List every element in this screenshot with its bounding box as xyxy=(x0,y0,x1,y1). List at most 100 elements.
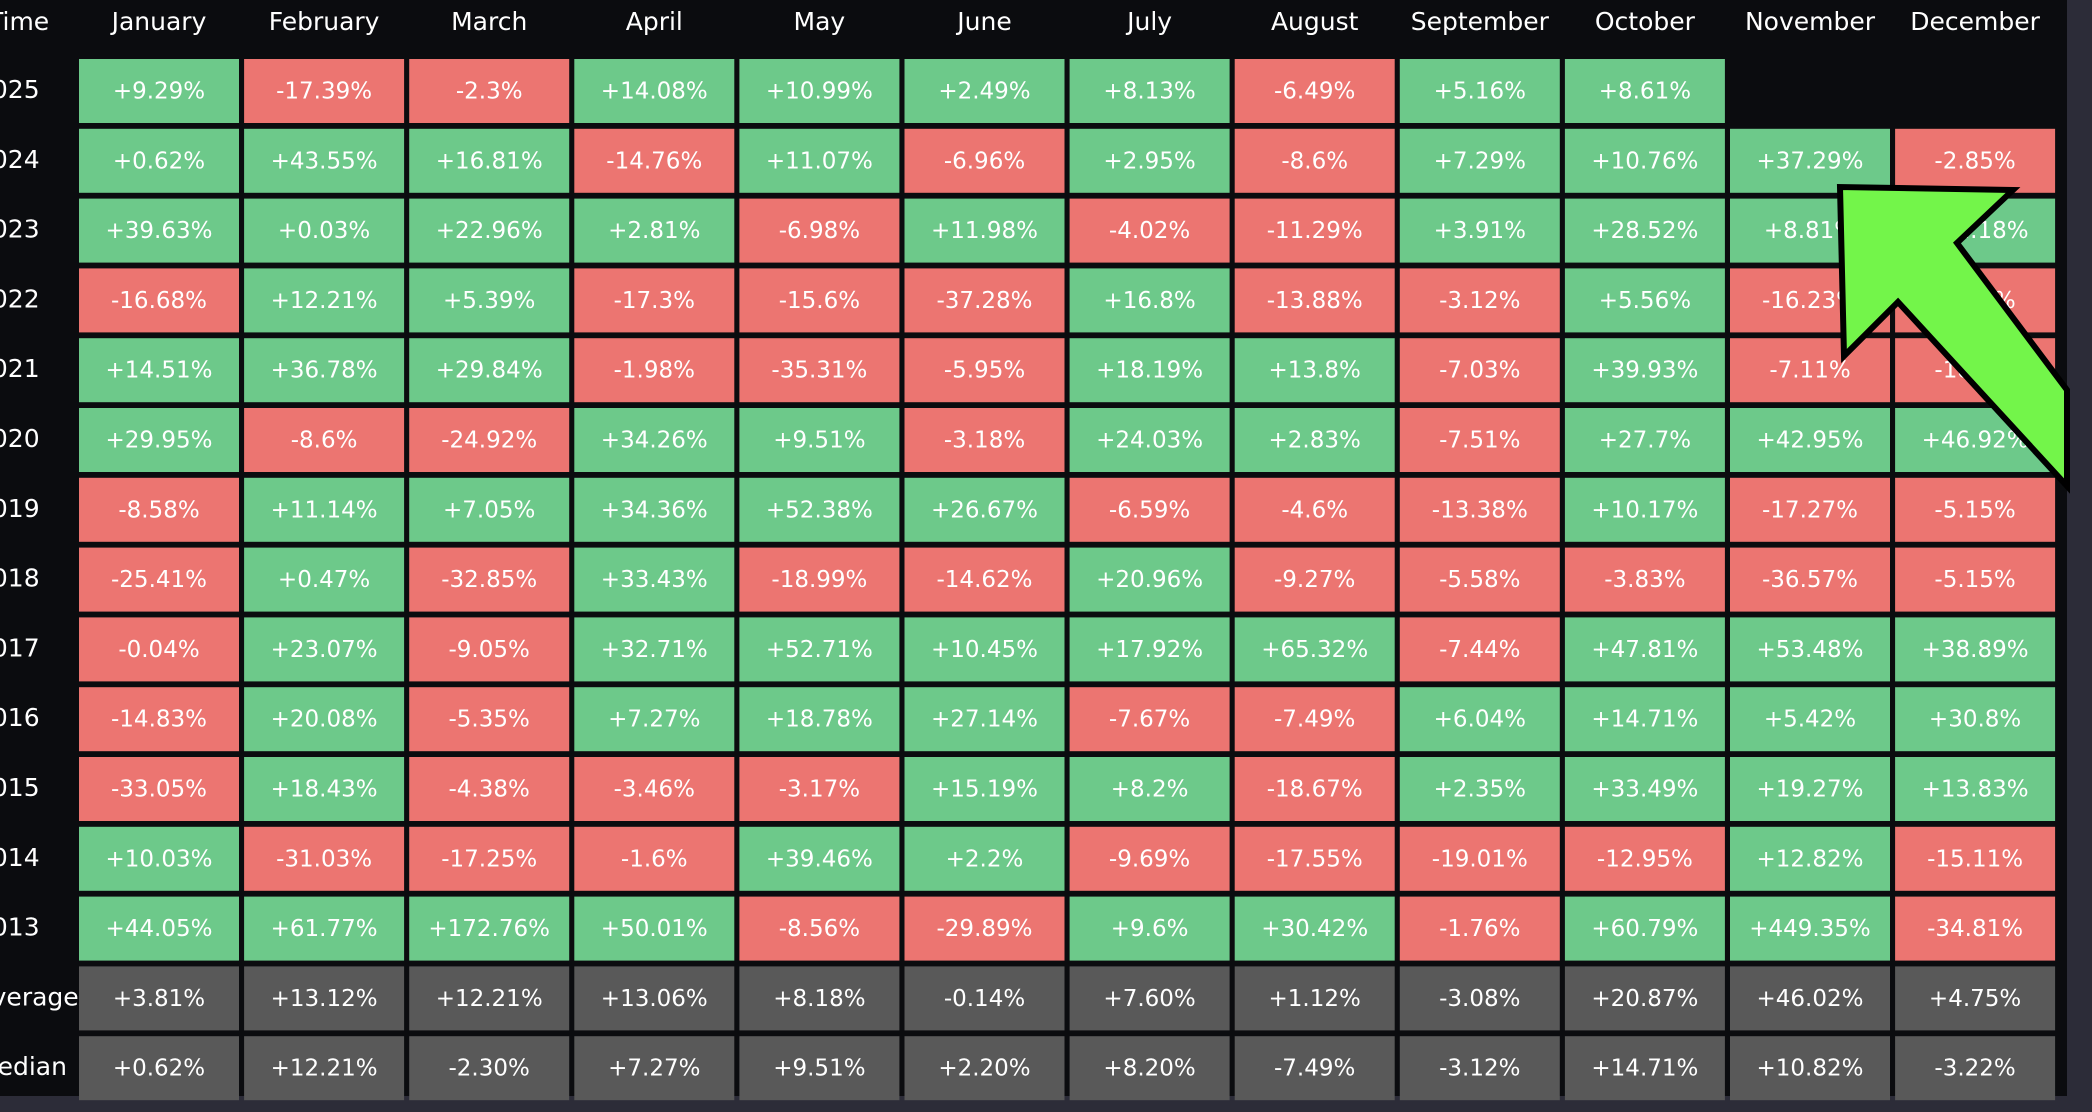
cell-value: +47.81% xyxy=(1591,637,1698,663)
cell-value: -14.62% xyxy=(937,567,1033,593)
heatmap-cell-2025-may: +10.99% xyxy=(739,59,900,123)
cell-value: -32.85% xyxy=(441,567,537,593)
cell-fill xyxy=(1564,966,1725,1031)
heatmap-cell-2021-april: -1.98% xyxy=(574,338,735,403)
cell-fill xyxy=(1895,477,2056,542)
cell-fill xyxy=(1399,198,1560,263)
heatmap-cell-2015-december: +13.83% xyxy=(1895,757,2056,821)
cell-value: -19.01% xyxy=(1432,846,1528,872)
column-header-january: January xyxy=(110,7,207,36)
cell-fill xyxy=(244,896,405,961)
heatmap-cell-2022-august: -13.88% xyxy=(1234,268,1395,333)
cell-value: +5.39% xyxy=(443,288,535,314)
cell-value: -1.6% xyxy=(621,846,688,872)
heatmap-cell-2020-october: +27.7% xyxy=(1564,408,1725,472)
cell-value: -17.25% xyxy=(441,846,537,872)
cell-fill xyxy=(1399,128,1560,193)
cell-fill xyxy=(409,128,570,193)
cell-fill xyxy=(1730,547,1890,612)
heatmap-cell-2021-june: -5.95% xyxy=(904,338,1065,403)
cell-fill xyxy=(79,128,239,193)
heatmap-cell-2022-may: -15.6% xyxy=(739,268,900,333)
heatmap-cell-2020-march: -24.92% xyxy=(409,408,570,472)
column-header-june: June xyxy=(955,7,1011,36)
cell-fill xyxy=(79,826,239,891)
heatmap-cell-median-march: -2.30% xyxy=(409,1036,570,1101)
cell-fill xyxy=(409,687,570,752)
cell-fill xyxy=(1234,826,1395,891)
cell-value: -4.38% xyxy=(449,777,530,803)
heatmap-cell-2022-march: +5.39% xyxy=(409,268,570,333)
cell-value: +12.21% xyxy=(271,1056,378,1082)
heatmap-cell-2014-january: +10.03% xyxy=(79,826,239,891)
cell-fill xyxy=(1234,477,1395,542)
heatmap-cell-2017-march: -9.05% xyxy=(409,617,570,682)
cell-value: +9.51% xyxy=(773,428,865,454)
cell-value: +43.55% xyxy=(271,148,378,174)
cell-value: +7.05% xyxy=(443,497,535,523)
cell-fill xyxy=(904,1036,1065,1101)
cell-fill xyxy=(1399,896,1560,961)
heatmap-cell-2020-april: +34.26% xyxy=(574,408,735,472)
cell-value: +13.12% xyxy=(271,986,378,1012)
cell-fill xyxy=(1730,338,1890,403)
cell-value: +61.77% xyxy=(271,916,378,942)
row-label-2018: 2018 xyxy=(0,564,40,593)
heatmap-cell-median-april: +7.27% xyxy=(574,1036,735,1101)
row-label-2023: 2023 xyxy=(0,215,40,244)
heatmap-cell-median-august: -7.49% xyxy=(1234,1036,1395,1101)
cell-value: -5.95% xyxy=(944,358,1025,384)
heatmap-cell-2023-august: -11.29% xyxy=(1234,198,1395,263)
cell-fill xyxy=(79,896,239,961)
cell-fill xyxy=(904,59,1065,123)
cell-value: +37.29% xyxy=(1757,148,1864,174)
cell-fill xyxy=(1399,1036,1560,1101)
heatmap-cell-2020-february: -8.6% xyxy=(244,408,405,472)
cell-value: -7.03% xyxy=(1439,358,1520,384)
cell-value: +60.79% xyxy=(1591,916,1698,942)
cell-fill xyxy=(1399,757,1560,821)
heatmap-cell-2021-october: +39.93% xyxy=(1564,338,1725,403)
cell-fill xyxy=(244,687,405,752)
heatmap-cell-2015-february: +18.43% xyxy=(244,757,405,821)
heatmap-cell-2016-october: +14.71% xyxy=(1564,687,1725,752)
cell-fill xyxy=(1895,547,2056,612)
cell-fill xyxy=(409,966,570,1031)
heatmap-cell-average-october: +20.87% xyxy=(1564,966,1725,1031)
heatmap-cell-2021-july: +18.19% xyxy=(1069,338,1230,403)
cell-fill xyxy=(244,477,405,542)
cell-fill xyxy=(1730,896,1890,961)
heatmap-cell-2019-december: -5.15% xyxy=(1895,477,2056,542)
cell-fill xyxy=(1069,826,1230,891)
cell-value: +39.46% xyxy=(766,846,873,872)
cell-fill xyxy=(739,408,900,472)
heatmap-cell-2016-april: +7.27% xyxy=(574,687,735,752)
cell-fill xyxy=(79,966,239,1031)
cell-value: -34.81% xyxy=(1927,916,2023,942)
heatmap-cell-2021-march: +29.84% xyxy=(409,338,570,403)
cell-fill xyxy=(904,896,1065,961)
heatmap-cell-2016-march: -5.35% xyxy=(409,687,570,752)
heatmap-cell-2025-june: +2.49% xyxy=(904,59,1065,123)
cell-fill xyxy=(1069,268,1230,333)
cell-value: -12.95% xyxy=(1597,846,1693,872)
cell-value: +14.51% xyxy=(106,358,213,384)
cell-fill xyxy=(739,128,900,193)
cell-value: +0.03% xyxy=(278,218,370,244)
heatmap-cell-2023-april: +2.81% xyxy=(574,198,735,263)
cell-value: +11.07% xyxy=(766,148,873,174)
heatmap-cell-2014-june: +2.2% xyxy=(904,826,1065,891)
cell-value: -37.28% xyxy=(937,288,1033,314)
heatmap-cell-2017-october: +47.81% xyxy=(1564,617,1725,682)
cell-value: -5.35% xyxy=(449,707,530,733)
heatmap-cell-2024-october: +10.76% xyxy=(1564,128,1725,193)
cell-fill xyxy=(1564,617,1725,682)
cell-value: -9.27% xyxy=(1274,567,1355,593)
cell-fill xyxy=(574,896,735,961)
cell-value: -5.15% xyxy=(1934,497,2015,523)
heatmap-cell-2023-february: +0.03% xyxy=(244,198,405,263)
cell-fill xyxy=(1895,617,2056,682)
heatmap-cell-2017-november: +53.48% xyxy=(1730,617,1890,682)
cell-value: -3.22% xyxy=(1934,1056,2015,1082)
